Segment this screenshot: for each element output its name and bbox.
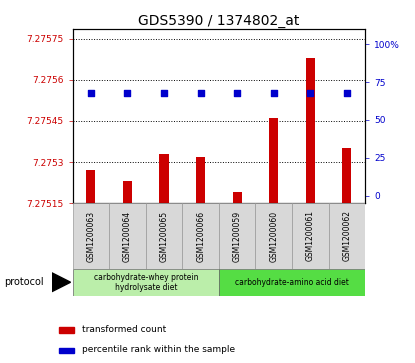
Title: GDS5390 / 1374802_at: GDS5390 / 1374802_at <box>138 14 300 28</box>
Text: GSM1200059: GSM1200059 <box>233 211 242 261</box>
Bar <box>342 148 352 203</box>
Point <box>197 90 204 95</box>
Polygon shape <box>52 273 71 292</box>
Bar <box>182 203 219 269</box>
Point <box>307 90 314 95</box>
Bar <box>219 203 256 269</box>
Point <box>344 90 350 95</box>
Bar <box>256 203 292 269</box>
Bar <box>59 348 74 353</box>
Bar <box>73 269 219 296</box>
Bar <box>146 203 182 269</box>
Text: protocol: protocol <box>4 277 44 287</box>
Text: GSM1200061: GSM1200061 <box>306 211 315 261</box>
Bar <box>109 203 146 269</box>
Text: GSM1200066: GSM1200066 <box>196 211 205 261</box>
Point <box>234 90 241 95</box>
Bar <box>159 154 168 203</box>
Bar <box>196 156 205 203</box>
Bar <box>306 58 315 203</box>
Text: GSM1200063: GSM1200063 <box>86 211 95 261</box>
Text: GSM1200065: GSM1200065 <box>159 211 168 261</box>
Bar <box>219 269 365 296</box>
Bar <box>73 203 109 269</box>
Point <box>88 90 94 95</box>
Bar <box>269 118 278 203</box>
Text: carbohydrate-whey protein
hydrolysate diet: carbohydrate-whey protein hydrolysate di… <box>93 273 198 292</box>
Bar <box>123 182 132 203</box>
Text: GSM1200064: GSM1200064 <box>123 211 132 261</box>
Text: percentile rank within the sample: percentile rank within the sample <box>82 345 235 354</box>
Point <box>271 90 277 95</box>
Point <box>124 90 131 95</box>
Text: GSM1200060: GSM1200060 <box>269 211 278 261</box>
Bar <box>233 192 242 203</box>
Bar <box>329 203 365 269</box>
Bar <box>59 327 74 333</box>
Point <box>161 90 167 95</box>
Bar <box>86 170 95 203</box>
Bar <box>292 203 329 269</box>
Text: transformed count: transformed count <box>82 325 166 334</box>
Text: carbohydrate-amino acid diet: carbohydrate-amino acid diet <box>235 278 349 287</box>
Text: GSM1200062: GSM1200062 <box>342 211 352 261</box>
